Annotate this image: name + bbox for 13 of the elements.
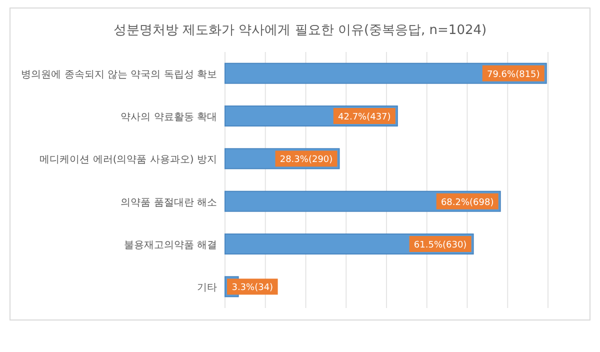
data-label: 68.2%(698) (440, 198, 494, 208)
y-tick-label: 불용재고의약품 해결 (124, 240, 217, 251)
data-label: 42.7%(437) (338, 112, 391, 122)
data-label: 3.3%(34) (232, 283, 274, 294)
data-label: 79.6%(815) (486, 70, 540, 80)
data-label: 61.5%(630) (414, 240, 467, 250)
data-label: 28.3%(290) (280, 155, 333, 166)
chart-title: 성분명처방 제도화가 약사에게 필요한 이유(중복응답, n=1024) (113, 23, 487, 38)
y-tick-label: 의약품 품절대란 해소 (120, 197, 217, 208)
y-tick-label: 병의원에 종속되지 않는 약국의 독립성 확보 (21, 69, 217, 80)
y-tick-label: 기타 (197, 282, 217, 294)
y-tick-label: 약사의 약료활동 확대 (120, 112, 217, 123)
y-tick-label: 메디케이션 에러(의약품 사용과오) 방지 (40, 154, 217, 166)
